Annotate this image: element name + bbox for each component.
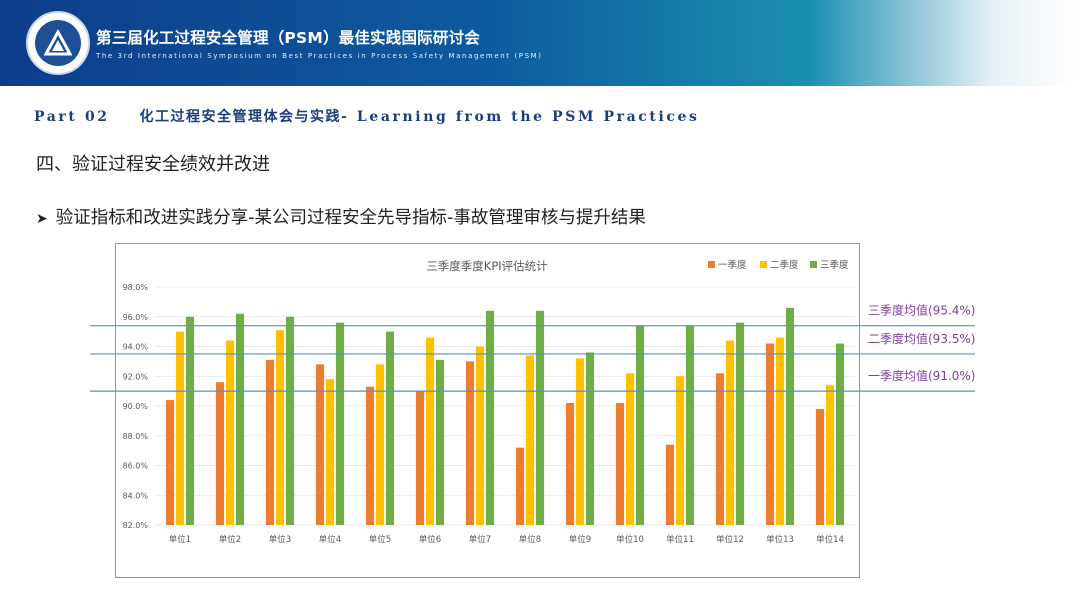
bar-单位6-二季度 [425, 337, 435, 525]
bar-单位12-三季度 [735, 322, 745, 525]
part-label: Part 02 [34, 109, 110, 125]
x-tick-label: 单位5 [369, 534, 391, 545]
section-heading: 四、验证过程安全绩效并改进 [36, 154, 270, 175]
bar-单位14-一季度 [815, 408, 825, 525]
bar-单位4-二季度 [325, 379, 335, 525]
x-tick-label: 单位7 [469, 534, 491, 545]
bar-单位5-一季度 [365, 386, 375, 525]
bar-单位13-一季度 [765, 343, 775, 525]
part-title-cn: 化工过程安全管理体会与实践 [139, 109, 342, 125]
mean-label-2: 二季度均值(93.5%) [868, 331, 976, 346]
bar-单位3-一季度 [265, 359, 275, 525]
x-tick-label: 单位13 [766, 534, 794, 545]
bar-单位3-二季度 [275, 330, 285, 525]
x-tick-label: 单位3 [269, 534, 291, 545]
conference-logo [26, 11, 90, 75]
bar-单位7-二季度 [475, 346, 485, 525]
x-tick-label: 单位12 [716, 534, 744, 545]
mean-label-3: 一季度均值(91.0%) [868, 368, 976, 383]
bar-单位12-二季度 [725, 340, 735, 525]
x-tick-label: 单位4 [319, 534, 341, 545]
bar-单位1-三季度 [185, 316, 195, 525]
bar-单位8-三季度 [535, 310, 545, 525]
bar-单位2-三季度 [235, 313, 245, 525]
y-tick-label: 84.0% [123, 491, 149, 500]
y-tick-label: 92.0% [123, 372, 149, 381]
bar-单位8-一季度 [515, 447, 525, 525]
y-tick-label: 86.0% [123, 462, 149, 471]
x-tick-label: 单位6 [419, 534, 441, 545]
conference-subtitle: The 3rd International Symposium on Best … [96, 52, 543, 60]
bar-单位6-一季度 [415, 391, 425, 525]
part-heading: Part 02 化工过程安全管理体会与实践- Learning from the… [34, 106, 700, 126]
bar-单位14-二季度 [825, 385, 835, 525]
chart-title: 三季度季度KPI评估统计 [426, 259, 548, 273]
x-tick-label: 单位2 [219, 534, 241, 545]
arrow-bullet-icon: ➤ [36, 211, 48, 227]
y-tick-label: 94.0% [123, 343, 149, 352]
legend-label-1: 一季度 [718, 259, 747, 271]
x-tick-label: 单位14 [816, 534, 844, 545]
bar-单位10-三季度 [635, 325, 645, 525]
x-tick-label: 单位1 [169, 534, 191, 545]
bar-单位10-二季度 [625, 373, 635, 525]
y-tick-label: 82.0% [123, 521, 149, 530]
x-tick-label: 单位8 [519, 534, 541, 545]
bar-单位3-三季度 [285, 316, 295, 525]
bar-单位4-三季度 [335, 322, 345, 525]
triangle-icon [44, 30, 72, 56]
part-title-en: - Learning from the PSM Practices [341, 109, 700, 125]
legend-swatch-1 [708, 261, 715, 268]
mean-label-1: 三季度均值(95.4%) [868, 303, 976, 318]
bar-单位1-一季度 [165, 400, 175, 525]
bar-单位10-一季度 [615, 403, 625, 525]
bar-单位11-二季度 [675, 376, 685, 525]
legend-label-3: 三季度 [820, 259, 849, 271]
legend-swatch-3 [810, 261, 817, 268]
legend-label-2: 二季度 [770, 259, 799, 271]
bar-单位11-三季度 [685, 325, 695, 525]
y-tick-label: 98.0% [123, 283, 149, 292]
bar-单位9-三季度 [585, 352, 595, 525]
bar-单位2-二季度 [225, 340, 235, 525]
bar-单位5-二季度 [375, 364, 385, 525]
y-tick-label: 90.0% [123, 402, 149, 411]
bar-单位13-三季度 [785, 307, 795, 525]
bar-单位2-一季度 [215, 382, 225, 525]
bar-单位1-二季度 [175, 331, 185, 525]
bar-单位7-一季度 [465, 361, 475, 525]
bar-单位5-三季度 [385, 331, 395, 525]
conference-title: 第三届化工过程安全管理（PSM）最佳实践国际研讨会 [96, 29, 480, 47]
bar-单位4-一季度 [315, 364, 325, 525]
x-tick-label: 单位11 [666, 534, 694, 545]
bar-单位8-二季度 [525, 355, 535, 525]
y-tick-label: 88.0% [123, 432, 149, 441]
bar-单位7-三季度 [485, 310, 495, 525]
bar-单位9-二季度 [575, 358, 585, 525]
bullet-text: 验证指标和改进实践分享-某公司过程安全先导指标-事故管理审核与提升结果 [55, 208, 646, 228]
bar-单位6-三季度 [435, 359, 445, 525]
bar-单位13-二季度 [775, 337, 785, 525]
x-tick-label: 单位10 [616, 534, 644, 545]
x-tick-label: 单位9 [569, 534, 591, 545]
header-banner: 第三届化工过程安全管理（PSM）最佳实践国际研讨会 The 3rd Intern… [0, 0, 1080, 86]
bar-单位9-一季度 [565, 403, 575, 525]
bar-单位11-一季度 [665, 444, 675, 525]
bar-单位14-三季度 [835, 343, 845, 525]
legend-swatch-2 [760, 261, 767, 268]
y-tick-label: 96.0% [123, 313, 149, 322]
logo-emblem [35, 20, 81, 66]
bullet-item: ➤ 验证指标和改进实践分享-某公司过程安全先导指标-事故管理审核与提升结果 [36, 204, 646, 229]
bar-单位12-一季度 [715, 373, 725, 525]
